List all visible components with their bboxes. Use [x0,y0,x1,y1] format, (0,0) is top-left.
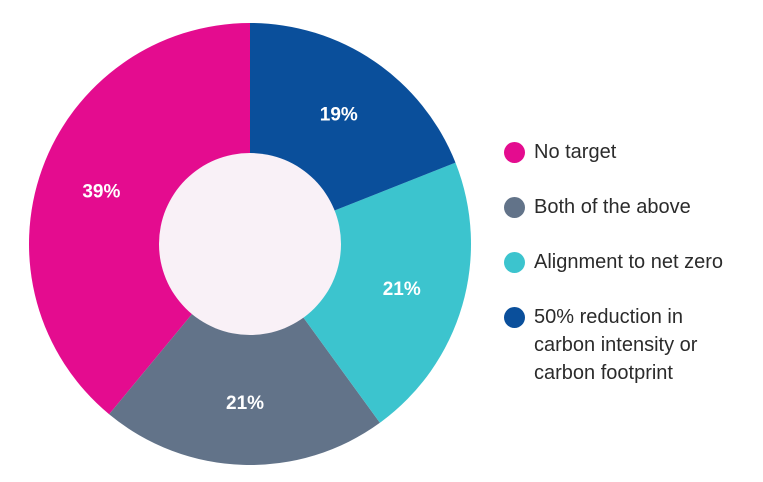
legend-item-50-percent-reduction: 50% reduction in carbon intensity or car… [504,303,759,387]
legend-swatch [504,252,525,273]
slice-value-label: 21% [226,393,264,414]
slice-value-label: 39% [82,181,120,202]
slice-value-label: 21% [383,279,421,300]
legend-item-no-target: No target [504,138,759,166]
legend-label: Alignment to net zero [534,251,723,273]
slice-value-label: 19% [320,104,358,125]
legend-swatch [504,142,525,163]
slice-both-of-the-above [109,244,380,465]
legend-label: No target [534,141,617,163]
legend: No target Both of the above Alignment to… [504,138,759,414]
slice-no-target [29,23,250,415]
legend-label: 50% reduction in carbon intensity or car… [534,306,698,384]
legend-swatch [504,307,525,328]
legend-label: Both of the above [534,196,691,218]
donut-hole [159,153,341,335]
legend-item-both-of-the-above: Both of the above [504,193,759,221]
legend-item-alignment-to-net-zero: Alignment to net zero [504,248,759,276]
slice-labels: 39% 21% 21% 19% [82,104,421,414]
legend-swatch [504,197,525,218]
